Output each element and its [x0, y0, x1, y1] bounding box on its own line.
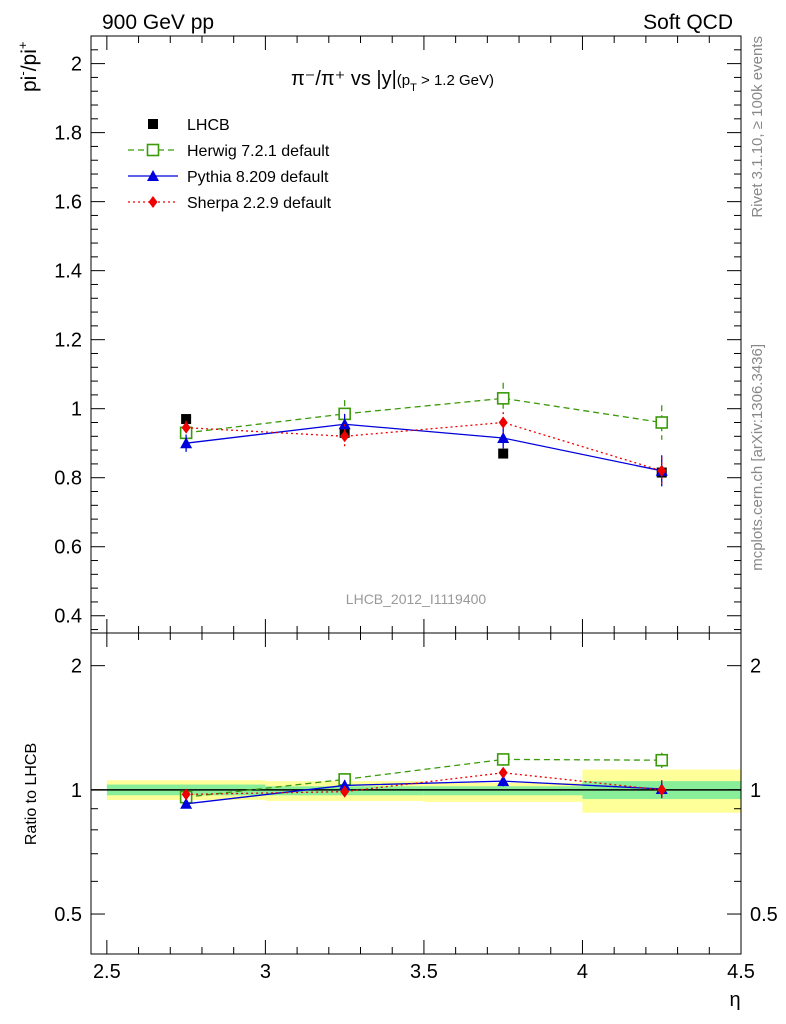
y-tick-label-lower-left: 0.5: [54, 904, 82, 926]
point-lhcb: [498, 448, 509, 459]
lower-panel: 2.5 3 3.5 4 4.5 0.5 0.5 1 1 2 2: [54, 632, 778, 983]
point-sherpa: [657, 464, 667, 477]
x-tick-label: 2.5: [93, 961, 121, 983]
point-pythia: [180, 437, 193, 449]
point-pythia: [497, 775, 510, 787]
y-tick-label-upper: 0.4: [54, 606, 82, 628]
x-tick-label: 3: [260, 961, 271, 983]
y-tick-label-upper: 1.4: [54, 261, 82, 283]
x-tick-label: 4.5: [727, 961, 755, 983]
point-herwig: [655, 753, 669, 767]
y-tick-label-upper: 1: [71, 399, 82, 421]
x-axis-title: η: [729, 989, 740, 1011]
y-tick-label-upper: 0.6: [54, 537, 82, 559]
point-pythia: [338, 779, 351, 791]
point-pythia: [497, 432, 510, 444]
chart-title-main: π⁻/π⁺ vs |y|: [291, 68, 397, 90]
legend-label-herwig: Herwig 7.2.1 default: [187, 143, 330, 160]
legend-label-sherpa: Sherpa 2.2.9 default: [187, 195, 332, 212]
point-herwig: [496, 392, 510, 405]
chart-title-rest: > 1.2 GeV): [417, 72, 494, 89]
y-tick-label-lower-right: 1: [750, 780, 761, 802]
series-line-sherpa: [186, 421, 662, 472]
series-line-pythia: [186, 423, 662, 472]
series-line-herwig: [186, 397, 662, 434]
point-herwig: [496, 753, 510, 766]
point-sherpa: [498, 416, 508, 429]
legend-marker-herwig: [146, 143, 160, 157]
legend-marker-pythia: [147, 170, 159, 181]
legend-marker-sherpa: [148, 196, 158, 208]
point-sherpa: [498, 766, 508, 779]
chart-title-sub: (p: [397, 72, 410, 89]
y-tick-label-lower-left: 1: [71, 780, 82, 802]
point-lhcb: [181, 414, 192, 425]
point-pythia: [338, 418, 351, 430]
series-line-pythia: [186, 780, 662, 805]
y-tick-label-lower-left: 2: [71, 656, 82, 678]
y-tick-label-upper: 1.6: [54, 192, 82, 214]
y-tick-label-upper: 0.8: [54, 468, 82, 490]
mcplots-label: mcplots.cern.ch [arXiv:1306.3436]: [749, 344, 766, 571]
point-sherpa: [340, 430, 350, 443]
band-inner-2: [423, 786, 583, 796]
legend-label-lhcb: LHCB: [187, 117, 230, 134]
x-tick-label: 4: [577, 961, 588, 983]
point-herwig: [655, 416, 669, 429]
point-sherpa: [181, 788, 191, 801]
y-tick-label-lower-right: 2: [750, 656, 761, 678]
upper-ylabel: pi-/pi+: [15, 42, 41, 92]
chart-title-subsub: T: [410, 82, 417, 94]
legend: LHCB Herwig 7.2.1 default Pythia 8.209 def…: [128, 117, 332, 212]
lower-frame: [90, 632, 742, 955]
legend-marker-lhcb: [148, 119, 158, 129]
header-energy: 900 GeV pp: [102, 11, 214, 34]
y-tick-label-lower-right: 0.5: [750, 904, 778, 926]
point-pythia: [180, 797, 193, 809]
y-tick-label-upper: 2: [71, 54, 82, 76]
y-tick-label-upper: 1.2: [54, 330, 82, 352]
y-tick-label-upper: 1.8: [54, 123, 82, 145]
legend-label-pythia: Pythia 8.209 default: [187, 169, 329, 186]
header-category: Soft QCD: [643, 11, 733, 34]
point-sherpa: [657, 783, 667, 796]
point-sherpa: [181, 421, 191, 434]
analysis-watermark: LHCB_2012_I1119400: [346, 591, 487, 607]
upper-panel: 0.4 0.6 0.8 1 1.2 1.4 1.6 1.8 2: [54, 35, 742, 634]
rivet-label: Rivet 3.1.10, ≥ 100k events: [749, 36, 766, 218]
lower-ylabel: Ratio to LHCB: [23, 743, 40, 845]
upper-ylabel-text: pi-/pi+: [15, 42, 41, 92]
x-tick-label: 3.5: [410, 961, 438, 983]
point-sherpa: [340, 785, 350, 798]
chart-title: π⁻/π⁺ vs |y|(pT > 1.2 GeV): [291, 68, 494, 94]
